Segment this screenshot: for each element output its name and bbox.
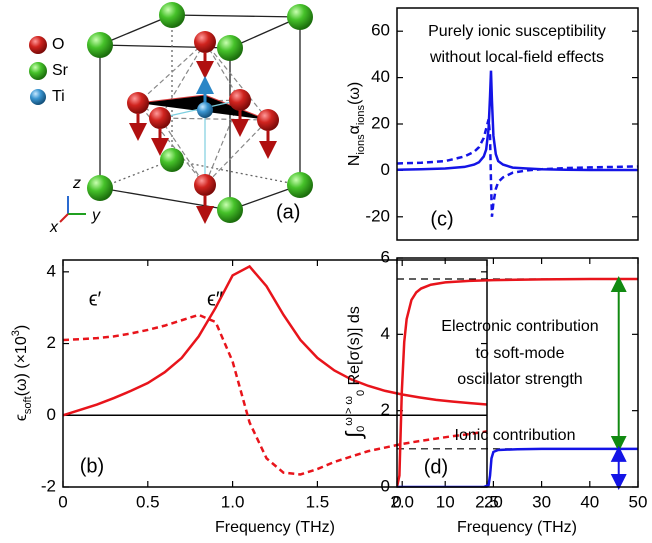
y-tick-label: 60 bbox=[371, 21, 390, 40]
y-tick-label: 2 bbox=[381, 400, 390, 419]
o-atom bbox=[194, 31, 216, 53]
y-axis-label: ϵsoft(ω) (×103) bbox=[10, 325, 34, 421]
label-part: α bbox=[346, 125, 363, 134]
legend-label: Sr bbox=[52, 62, 69, 79]
legend-sr bbox=[29, 62, 47, 80]
annotation: to soft-mode bbox=[476, 345, 565, 362]
panel-label: (a) bbox=[276, 201, 300, 223]
y-tick-label: 4 bbox=[47, 261, 56, 280]
o-atom bbox=[194, 174, 216, 196]
y-tick-label: 0 bbox=[381, 160, 390, 179]
x-tick-label: 30 bbox=[532, 492, 551, 511]
y-tick-label: -20 bbox=[365, 206, 390, 225]
sr-atom bbox=[87, 175, 113, 201]
o-atom bbox=[149, 107, 171, 129]
label-part: soft bbox=[22, 396, 34, 414]
plot-frame bbox=[396, 257, 639, 488]
label-part: ions bbox=[355, 104, 367, 125]
y-axis-label: Nionsαions(ω) bbox=[346, 82, 367, 166]
annotation: Electronic contribution bbox=[441, 318, 598, 335]
x-tick-label: 1.0 bbox=[221, 492, 245, 511]
legend-label: Ti bbox=[52, 88, 65, 105]
annotation: ϵ″ bbox=[207, 288, 223, 310]
label-part: 0 bbox=[355, 426, 367, 432]
y-tick-label: 0 bbox=[47, 405, 56, 424]
sr-atom bbox=[87, 32, 113, 58]
sr-atom bbox=[160, 148, 184, 172]
sr-atom bbox=[287, 172, 313, 198]
y-tick-label: 6 bbox=[381, 247, 390, 266]
x-tick-label: 2.5 bbox=[475, 492, 499, 511]
axis-letter: x bbox=[49, 219, 59, 236]
o-atom bbox=[127, 92, 149, 114]
displacement-arrows bbox=[129, 52, 277, 224]
plot-frame bbox=[396, 7, 639, 241]
label-part: (ω) (×10 bbox=[13, 336, 30, 396]
axis-letter: z bbox=[72, 175, 81, 192]
label-part: ∫ bbox=[341, 430, 366, 440]
y-axis-label: ∫0ω > ω0 Re[σ(s)] ds bbox=[341, 306, 367, 440]
label-part: (ω) bbox=[346, 82, 363, 105]
panel-label: (d) bbox=[424, 456, 448, 478]
x-tick-label: 2.0 bbox=[390, 492, 414, 511]
label-part: ) bbox=[13, 325, 30, 330]
y-tick-label: 40 bbox=[371, 67, 390, 86]
o-atom bbox=[229, 89, 251, 111]
label-part: N bbox=[346, 155, 363, 167]
annotation: ϵ′ bbox=[89, 288, 102, 310]
label-part: Re[σ(s)] ds bbox=[346, 306, 363, 390]
x-tick-label: 0 bbox=[392, 492, 401, 511]
crystal-structure: O Sr Ti z y x (a) bbox=[29, 2, 313, 236]
label-part: 3 bbox=[10, 330, 22, 336]
label-part: ω > ω bbox=[343, 396, 355, 426]
y-tick-label: 2 bbox=[47, 333, 56, 352]
x-tick-label: 0 bbox=[58, 492, 67, 511]
x-tick-label: 1.5 bbox=[306, 492, 330, 511]
ti-atom bbox=[197, 102, 213, 118]
x-tick-label: 40 bbox=[580, 492, 599, 511]
panel-label: (c) bbox=[430, 208, 453, 230]
sr-atom bbox=[287, 4, 313, 30]
x-axis-label: Frequency (THz) bbox=[457, 519, 577, 536]
legend-ti bbox=[30, 89, 46, 105]
axis-letter: y bbox=[91, 207, 101, 224]
annotation: without local-field effects bbox=[429, 49, 604, 66]
axis-x bbox=[59, 213, 69, 223]
series-line bbox=[397, 119, 638, 217]
label-part: ions bbox=[355, 134, 367, 155]
y-tick-label: 0 bbox=[381, 476, 390, 495]
legend-label: O bbox=[52, 36, 64, 53]
o-atom bbox=[257, 109, 279, 131]
sr-atom bbox=[159, 2, 185, 28]
label-part: ϵ bbox=[13, 414, 30, 421]
series-line bbox=[397, 70, 638, 172]
x-tick-label: 0.5 bbox=[136, 492, 160, 511]
x-tick-label: 10 bbox=[436, 492, 455, 511]
series-line bbox=[397, 447, 638, 487]
y-tick-label: -2 bbox=[41, 476, 56, 495]
legend-o bbox=[29, 36, 47, 54]
y-tick-label: 4 bbox=[381, 324, 390, 343]
sr-atom bbox=[217, 197, 243, 223]
label-part: 0 bbox=[355, 390, 367, 396]
annotation: Purely ionic susceptibility bbox=[428, 23, 606, 40]
plot-frame bbox=[62, 259, 488, 488]
x-axis-label: Frequency (THz) bbox=[215, 519, 335, 536]
panel-label: (b) bbox=[80, 455, 104, 477]
y-tick-label: 20 bbox=[371, 113, 390, 132]
sr-atom bbox=[217, 35, 243, 61]
annotation: oscillator strength bbox=[457, 371, 582, 388]
annotation: Ionic contribution bbox=[455, 427, 576, 444]
series-line bbox=[63, 313, 487, 476]
x-tick-label: 20 bbox=[484, 492, 503, 511]
series-line bbox=[63, 264, 487, 417]
series-line bbox=[397, 277, 638, 487]
x-tick-label: 50 bbox=[629, 492, 648, 511]
